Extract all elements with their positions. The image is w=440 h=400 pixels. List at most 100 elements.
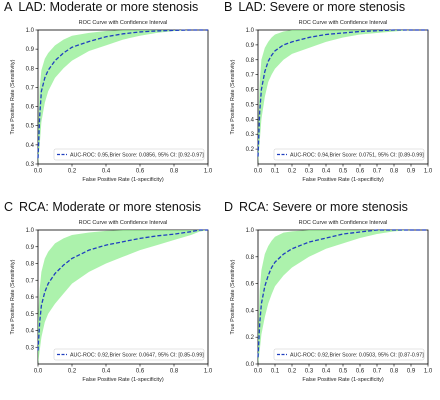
x-tick-label: 0.3 (305, 369, 314, 375)
roc-panel-b: B LAD: Severe or more stenosis ROC Curve … (220, 0, 440, 200)
roc-chart-a: ROC Curve with Confidence Interval 0.0 0.2… (10, 20, 213, 183)
x-tick-label: 0.9 (407, 169, 416, 175)
roc-curve-line (257, 229, 428, 358)
y-tick-label: 0.0 (246, 362, 255, 368)
panel-letter: D (224, 200, 234, 214)
y-axis-label: True Positive Rate (Sensitivity) (10, 59, 16, 134)
x-tick-label: 0.8 (170, 369, 179, 375)
legend-entry: AUC-ROC: 0.92,Brier Score: 0.0647, 95% C… (70, 353, 204, 359)
legend-box (53, 348, 205, 361)
panel-heading: A LAD: Moderate or more stenosis (4, 0, 198, 14)
panel-title: LAD: Moderate or more stenosis (18, 0, 199, 14)
x-tick-label: 0.8 (170, 169, 179, 175)
panel-title: RCA: Moderate or more stenosis (19, 200, 202, 214)
confidence-band (38, 230, 208, 364)
x-tick-label: 0.6 (136, 369, 145, 375)
y-tick-label: 0.5 (26, 312, 35, 318)
chart-title: ROC Curve with Confidence Interval (299, 220, 388, 226)
legend-box (273, 348, 425, 361)
y-tick-label: 0.8 (26, 262, 35, 268)
y-tick-label: 1.0 (246, 228, 255, 234)
x-tick-label: 0.1 (271, 169, 280, 175)
x-tick-label: 0.7 (373, 369, 382, 375)
y-axis-label: True Positive Rate (Sensitivity) (230, 59, 236, 134)
y-tick-label: 0.3 (246, 132, 255, 138)
y-tick-label: 0.4 (26, 143, 35, 149)
x-tick-label: 0.1 (271, 369, 280, 375)
y-axis-label: True Positive Rate (Sensitivity) (10, 259, 16, 334)
panel-letter: C (4, 200, 14, 214)
y-tick-label: 0.6 (26, 295, 35, 301)
roc-curve-line (257, 29, 428, 157)
legend-entry: AUC-ROC: 0.95,Brier Score: 0.0856, 95% C… (70, 153, 204, 159)
confidence-band (258, 30, 428, 164)
roc-chart-b: ROC Curve with Confidence Interval 0.0 0.1… (230, 20, 433, 183)
x-tick-label: 0.3 (305, 169, 314, 175)
x-tick-label: 0.5 (339, 369, 348, 375)
x-tick-label: 0.2 (68, 169, 77, 175)
panel-heading: B LAD: Severe or more stenosis (224, 0, 405, 14)
panel-heading: C RCA: Moderate or more stenosis (4, 200, 201, 214)
y-tick-label: 1.0 (26, 228, 35, 234)
chart-title: ROC Curve with Confidence Interval (299, 20, 388, 26)
y-tick-label: 0.5 (26, 124, 35, 130)
y-tick-label: 0.7 (246, 73, 255, 79)
y-tick-label: 0.9 (246, 43, 255, 49)
chart-title: ROC Curve with Confidence Interval (79, 220, 168, 226)
x-tick-label: 0.2 (288, 169, 297, 175)
y-tick-label: 0.5 (246, 102, 255, 108)
x-axis-label: False Positive Rate (1-specificity) (302, 377, 383, 383)
roc-curve-line (37, 229, 208, 351)
legend-box (53, 148, 205, 161)
y-tick-label: 0.4 (246, 117, 255, 123)
x-tick-label: 1.0 (204, 369, 213, 375)
x-tick-label: 0.0 (34, 369, 43, 375)
panel-letter: A (4, 0, 13, 14)
x-tick-label: 1.0 (424, 369, 433, 375)
x-tick-label: 0.6 (136, 169, 145, 175)
y-tick-label: 0.3 (26, 345, 35, 351)
x-tick-label: 0.9 (407, 369, 416, 375)
legend-box (273, 148, 425, 161)
x-tick-label: 0.6 (356, 169, 365, 175)
x-tick-label: 0.4 (322, 369, 331, 375)
y-tick-label: 1.0 (26, 28, 35, 34)
legend-entry: AUC-ROC: 0.94,Brier Score: 0.0751, 95% C… (290, 153, 424, 159)
roc-chart-d: ROC Curve with Confidence Interval 0.0 0.1… (230, 220, 433, 383)
x-tick-label: 1.0 (204, 169, 213, 175)
x-axis-label: False Positive Rate (1-specificity) (82, 177, 163, 183)
y-tick-label: 0.7 (26, 278, 35, 284)
x-axis-label: False Positive Rate (1-specificity) (302, 177, 383, 183)
y-tick-label: 0.2 (246, 147, 255, 153)
y-tick-label: 1.0 (246, 28, 255, 34)
roc-panel-a: A LAD: Moderate or more stenosis ROC Curv… (0, 0, 220, 200)
y-tick-label: 0.4 (246, 308, 255, 314)
chart-title: ROC Curve with Confidence Interval (79, 20, 168, 26)
y-tick-label: 0.7 (26, 85, 35, 91)
roc-chart-c: ROC Curve with Confidence Interval 0.0 0.2… (10, 220, 213, 383)
panel-letter: B (224, 0, 233, 14)
x-tick-label: 0.0 (34, 169, 43, 175)
panel-title: LAD: Severe or more stenosis (238, 0, 406, 14)
x-axis-label: False Positive Rate (1-specificity) (82, 377, 163, 383)
panel-heading: D RCA: Severe or more stenosis (224, 200, 408, 214)
y-tick-label: 0.6 (246, 282, 255, 288)
x-tick-label: 0.4 (102, 169, 111, 175)
confidence-band (258, 230, 428, 364)
panel-title: RCA: Severe or more stenosis (239, 200, 408, 214)
x-tick-label: 0.0 (254, 369, 263, 375)
legend-entry: AUC-ROC: 0.92,Brier Score: 0.0503, 95% C… (290, 353, 424, 359)
y-tick-label: 0.2 (246, 335, 255, 341)
roc-panel-d: D RCA: Severe or more stenosis ROC Curve … (220, 200, 440, 400)
confidence-band (38, 30, 208, 164)
y-tick-label: 0.6 (26, 105, 35, 111)
y-tick-label: 0.8 (26, 66, 35, 72)
roc-panel-c: C RCA: Moderate or more stenosis ROC Curv… (0, 200, 220, 400)
y-tick-label: 0.9 (26, 245, 35, 251)
roc-curve-line (37, 29, 208, 159)
y-tick-label: 0.8 (246, 255, 255, 261)
y-tick-label: 0.4 (26, 329, 35, 335)
x-tick-label: 0.8 (390, 369, 399, 375)
x-tick-label: 0.6 (356, 369, 365, 375)
x-tick-label: 0.5 (339, 169, 348, 175)
